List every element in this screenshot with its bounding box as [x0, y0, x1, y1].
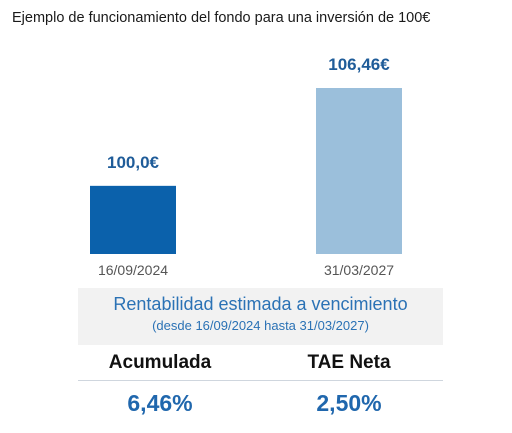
- category-label-2: 31/03/2027: [324, 262, 394, 278]
- bar-2: [316, 88, 402, 254]
- bar-value-label-2: 106,46€: [328, 55, 390, 74]
- tae-label: TAE Neta: [307, 352, 391, 373]
- tae-value: 2,50%: [316, 390, 382, 416]
- bar-1: [90, 185, 176, 254]
- accumulated-value: 6,46%: [127, 390, 193, 416]
- bar-chart: 100,0€ 16/09/2024 106,46€ 31/03/2027: [90, 55, 402, 278]
- chart-title: Ejemplo de funcionamiento del fondo para…: [12, 10, 431, 26]
- summary-panel: Rentabilidad estimada a vencimiento (des…: [78, 288, 443, 345]
- summary-subtitle: (desde 16/09/2024 hasta 31/03/2027): [152, 318, 369, 333]
- summary-title: Rentabilidad estimada a vencimiento: [113, 294, 408, 314]
- accumulated-label: Acumulada: [108, 352, 212, 373]
- category-label-1: 16/09/2024: [98, 262, 168, 278]
- bar-value-label-1: 100,0€: [107, 153, 160, 172]
- divider: [78, 380, 443, 381]
